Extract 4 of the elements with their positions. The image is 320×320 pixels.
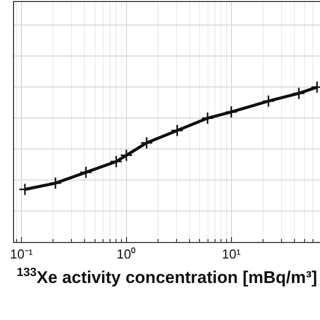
x-tick-label: 10¹ xyxy=(222,246,242,262)
x-axis-title: $^{133}$Xe activity concentration [mBq/m³] xyxy=(16,264,318,287)
x-tick-label: 10⁻¹ xyxy=(10,246,34,262)
x-tick-label: 10⁰ xyxy=(116,246,136,262)
